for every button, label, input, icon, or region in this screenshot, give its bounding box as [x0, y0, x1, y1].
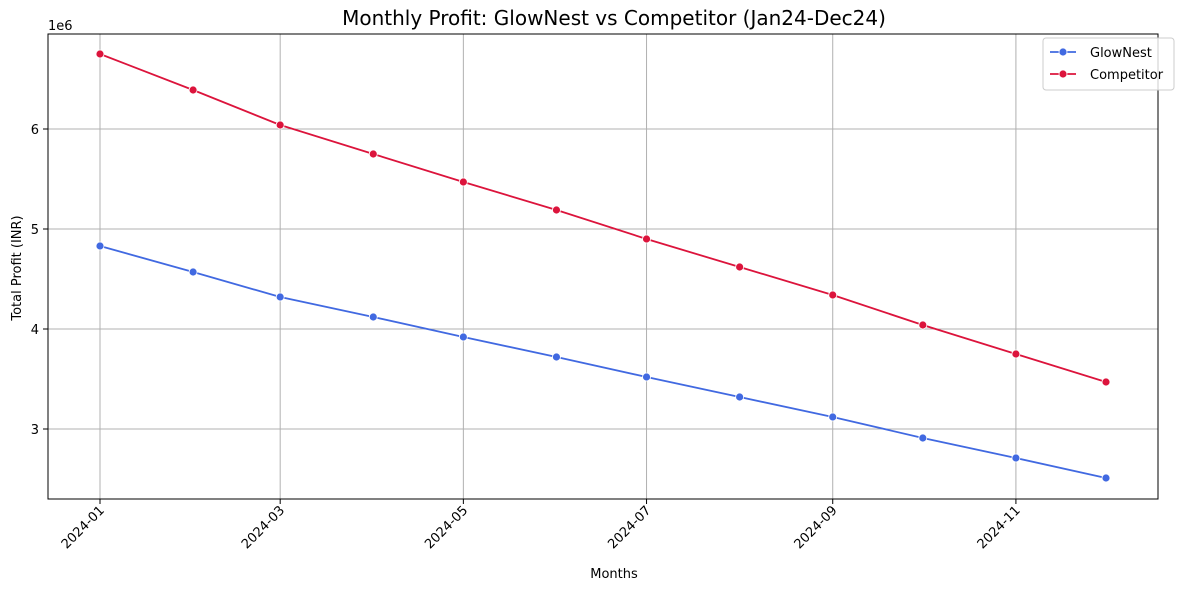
competitor-point	[95, 49, 105, 59]
competitor-line	[99, 53, 1107, 383]
x-tick-label: 2024-01	[59, 503, 108, 552]
legend-competitor-marker	[1058, 69, 1068, 79]
legend-glownest-label: GlowNest	[1090, 46, 1152, 61]
legend-competitor-label: Competitor	[1090, 68, 1164, 83]
competitor-point	[368, 149, 378, 159]
glownest-point	[95, 241, 105, 251]
glownest-point	[828, 412, 838, 422]
y-tick-label: 5	[31, 223, 39, 238]
x-axis: 2024-01 2024-03 2024-05 2024-07 2024-09 2024-…	[59, 499, 1024, 552]
x-tick-label: 2024-07	[605, 503, 654, 552]
competitor-point	[735, 262, 745, 272]
legend: GlowNest Competitor	[1042, 37, 1175, 91]
competitor-point	[642, 234, 651, 244]
series-layer	[95, 49, 1111, 483]
glownest-point	[1101, 473, 1111, 483]
glownest-point	[188, 267, 198, 277]
competitor-point	[918, 320, 928, 330]
y-tick-label: 6	[31, 123, 39, 138]
legend-glownest-marker	[1058, 47, 1068, 57]
glownest-point	[552, 352, 561, 362]
plot-frame	[47, 33, 1159, 500]
competitor-point	[458, 177, 468, 187]
competitor-point	[828, 290, 838, 300]
y-axis-label: Total Profit (INR)	[10, 215, 25, 321]
y-scale-label: 1e6	[48, 19, 73, 34]
y-tick-label: 3	[31, 423, 39, 438]
competitor-point	[552, 205, 561, 215]
glownest-line	[99, 245, 1107, 479]
glownest-point	[1011, 453, 1021, 463]
x-axis-label: Months	[590, 567, 638, 582]
competitor-point	[188, 85, 198, 95]
glownest-point	[918, 433, 928, 443]
glownest-point	[458, 332, 468, 342]
glownest-point	[735, 392, 745, 402]
x-tick-label: 2024-05	[422, 503, 471, 552]
x-tick-label: 2024-09	[792, 503, 841, 552]
chart-title: Monthly Profit: GlowNest vs Competitor (…	[342, 6, 886, 30]
legend-box	[1042, 37, 1175, 91]
y-axis: 3 4 5 6	[31, 123, 48, 438]
glownest-point	[275, 292, 285, 302]
y-tick-label: 4	[31, 323, 39, 338]
x-tick-label: 2024-11	[975, 503, 1024, 552]
grid	[48, 34, 1158, 499]
competitor-point	[1011, 349, 1021, 359]
competitor-point	[275, 120, 285, 130]
glownest-point	[368, 312, 378, 322]
competitor-point	[1101, 377, 1111, 387]
x-tick-label: 2024-03	[239, 503, 288, 552]
glownest-point	[642, 372, 651, 382]
